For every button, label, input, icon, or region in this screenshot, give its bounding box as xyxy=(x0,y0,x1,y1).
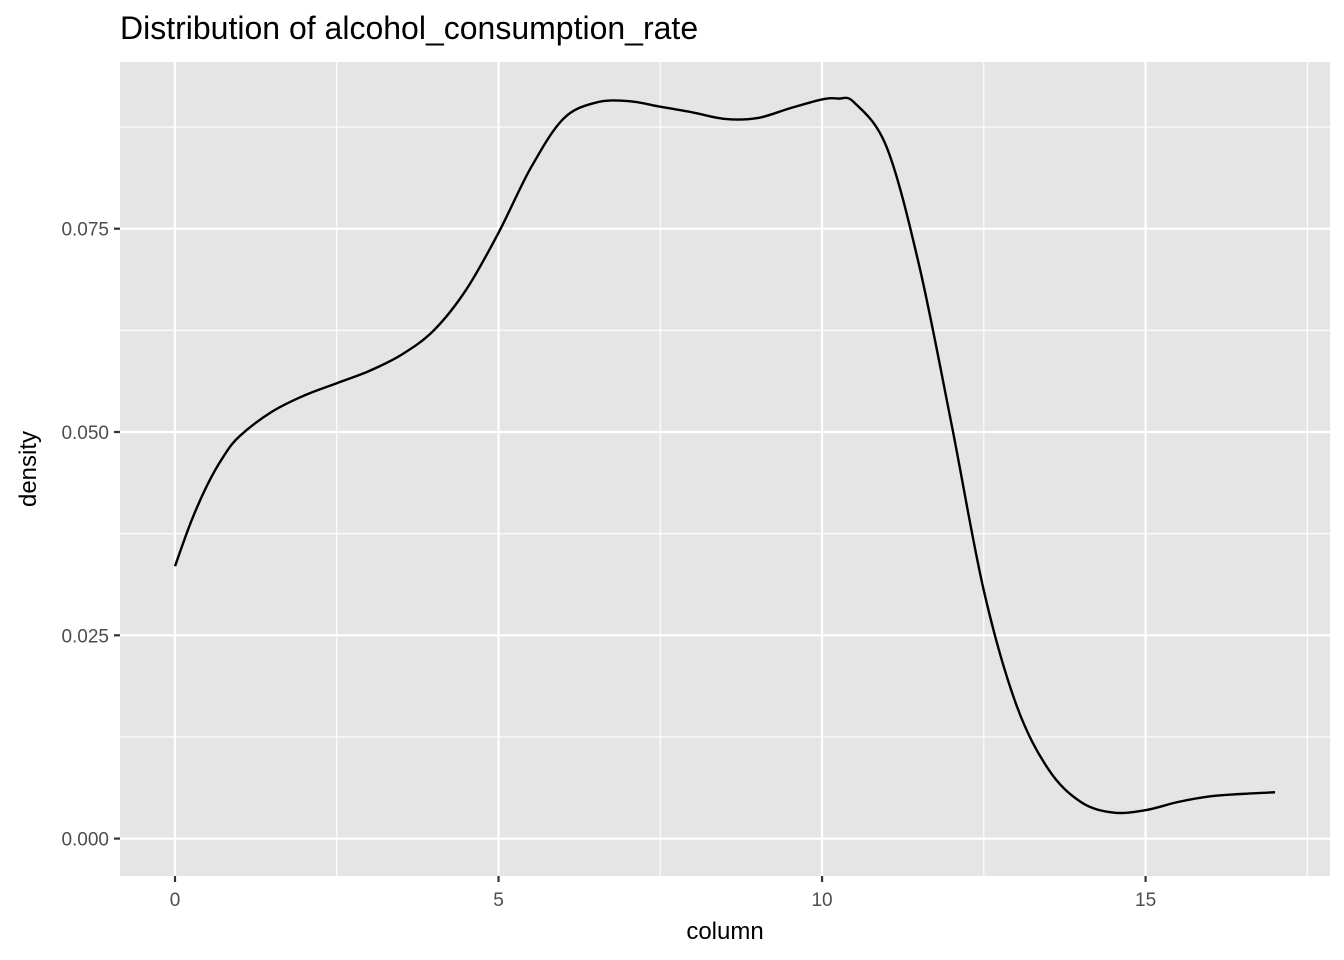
x-tick-label: 5 xyxy=(493,890,504,911)
y-tick-label: 0.000 xyxy=(61,830,109,851)
x-tick-label: 15 xyxy=(1135,890,1156,911)
y-tick-label: 0.075 xyxy=(61,220,109,241)
x-axis: 0 5 10 15 xyxy=(170,876,1156,911)
density-curve xyxy=(173,96,1276,815)
y-axis: 0.000 0.025 0.050 0.075 xyxy=(61,220,120,851)
minor-gridlines xyxy=(120,62,1330,876)
y-axis-title: density xyxy=(15,431,42,507)
major-gridlines xyxy=(120,62,1330,876)
x-tick-label: 0 xyxy=(170,890,181,911)
plot-panel xyxy=(120,62,1330,876)
plot-title: Distribution of alcohol_consumption_rate xyxy=(120,10,698,46)
x-tick-label: 10 xyxy=(811,890,832,911)
y-tick-label: 0.050 xyxy=(61,423,109,444)
y-tick-label: 0.025 xyxy=(61,626,109,647)
x-axis-title: column xyxy=(686,918,763,945)
